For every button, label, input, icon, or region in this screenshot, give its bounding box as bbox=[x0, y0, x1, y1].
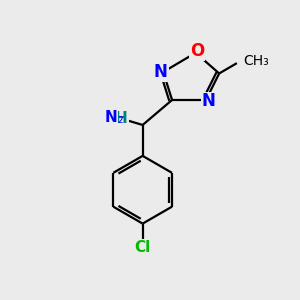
Text: Cl: Cl bbox=[134, 240, 151, 255]
Text: N: N bbox=[105, 110, 118, 124]
Text: N: N bbox=[201, 92, 215, 110]
Text: CH₃: CH₃ bbox=[243, 54, 269, 68]
Text: N: N bbox=[154, 63, 168, 81]
Text: O: O bbox=[190, 42, 204, 60]
Text: ₂: ₂ bbox=[118, 112, 123, 126]
Text: H: H bbox=[115, 111, 128, 126]
